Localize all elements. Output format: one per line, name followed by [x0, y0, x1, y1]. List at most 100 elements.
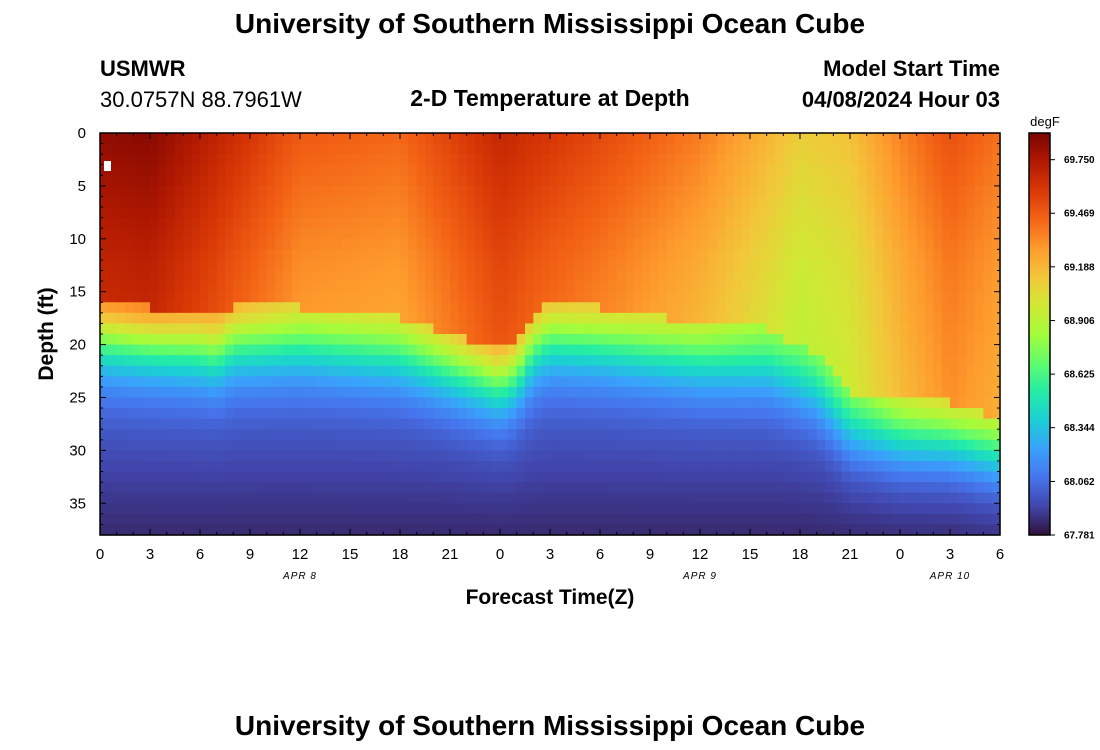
heat-cell	[900, 291, 909, 303]
heat-cell	[408, 270, 418, 282]
station-id: USMWR	[100, 56, 186, 81]
heat-cell	[691, 302, 701, 314]
heat-cell	[833, 259, 843, 272]
heat-cell	[483, 408, 493, 420]
heat-cell	[400, 365, 409, 377]
heat-cell	[316, 524, 326, 536]
heat-cell	[866, 492, 876, 504]
heat-cell	[908, 386, 918, 399]
heat-cell	[925, 355, 934, 367]
heat-cell	[625, 386, 634, 399]
heat-cell	[583, 196, 593, 208]
heat-cell	[591, 334, 601, 346]
heat-cell	[750, 524, 759, 536]
heat-cell	[800, 312, 809, 325]
heat-cell	[775, 249, 784, 261]
heat-cell	[558, 482, 568, 494]
heat-cell	[183, 164, 193, 176]
heat-cell	[900, 471, 909, 483]
heat-cell	[150, 397, 159, 409]
heat-cell	[591, 312, 601, 325]
heat-cell	[541, 323, 551, 335]
heat-cell	[466, 323, 476, 335]
heat-cell	[625, 133, 634, 145]
heat-cell	[966, 281, 976, 293]
heat-cell	[150, 238, 159, 250]
heat-cell	[450, 228, 459, 240]
heat-cell	[341, 334, 351, 346]
heat-cell	[950, 376, 959, 388]
heat-cell	[500, 164, 509, 176]
heat-cell	[575, 492, 584, 504]
heat-cell	[666, 408, 676, 420]
heat-cell	[333, 492, 343, 504]
heat-cell	[458, 397, 468, 409]
heat-cell	[291, 408, 301, 420]
heat-cell	[291, 281, 301, 293]
heat-cell	[783, 207, 793, 219]
heat-cell	[866, 154, 876, 166]
heat-cell	[233, 302, 243, 314]
heat-cell	[866, 513, 876, 526]
heat-cell	[516, 217, 526, 229]
heat-cell	[933, 228, 943, 240]
heat-cell	[300, 460, 309, 473]
heat-cell	[841, 249, 851, 261]
heat-cell	[258, 365, 268, 377]
heat-cell	[158, 217, 168, 229]
heat-cell	[758, 439, 768, 451]
heat-cell	[225, 281, 234, 293]
heat-cell	[325, 133, 334, 145]
heat-cell	[966, 143, 976, 155]
heat-cell	[350, 418, 359, 430]
heat-cell	[625, 238, 634, 250]
heat-cell	[683, 408, 693, 420]
heat-cell	[933, 355, 943, 367]
heat-cell	[291, 154, 301, 166]
heat-cell	[708, 185, 718, 198]
heat-cell	[641, 418, 651, 430]
heat-cell	[516, 503, 526, 515]
heat-cell	[366, 185, 376, 198]
heat-cell	[166, 207, 176, 219]
heat-cell	[583, 513, 593, 526]
heat-cell	[675, 196, 684, 208]
heat-cell	[466, 450, 476, 462]
heat-cell	[116, 334, 126, 346]
heat-cell	[900, 408, 909, 420]
heat-cell	[416, 217, 426, 229]
heat-cell	[541, 217, 551, 229]
heat-cell	[300, 418, 309, 430]
heat-cell	[958, 207, 968, 219]
heat-cell	[850, 492, 859, 504]
heat-cell	[108, 217, 118, 229]
x-tick-label: 18	[392, 546, 409, 563]
heat-cell	[775, 492, 784, 504]
heat-cell	[241, 207, 251, 219]
heat-cell	[533, 143, 543, 155]
heat-cell	[425, 238, 434, 250]
heat-cell	[866, 143, 876, 155]
heat-cell	[558, 175, 568, 187]
heat-cell	[266, 365, 276, 377]
heat-cell	[850, 376, 859, 388]
heat-cell	[358, 302, 368, 314]
heat-cell	[400, 291, 409, 303]
heat-cell	[600, 513, 609, 526]
heat-cell	[725, 365, 734, 377]
heat-cell	[683, 460, 693, 473]
heat-cell	[858, 207, 868, 219]
heat-cell	[333, 355, 343, 367]
heat-cell	[716, 281, 726, 293]
heat-cell	[183, 408, 193, 420]
heat-cell	[683, 249, 693, 261]
heat-cell	[316, 217, 326, 229]
heat-cell	[533, 238, 543, 250]
heat-cell	[625, 460, 634, 473]
heat-cell	[941, 228, 951, 240]
heat-cell	[300, 238, 309, 250]
heat-cell	[283, 492, 293, 504]
heat-cell	[308, 386, 318, 399]
heat-cell	[216, 249, 226, 261]
heat-cell	[133, 217, 143, 229]
